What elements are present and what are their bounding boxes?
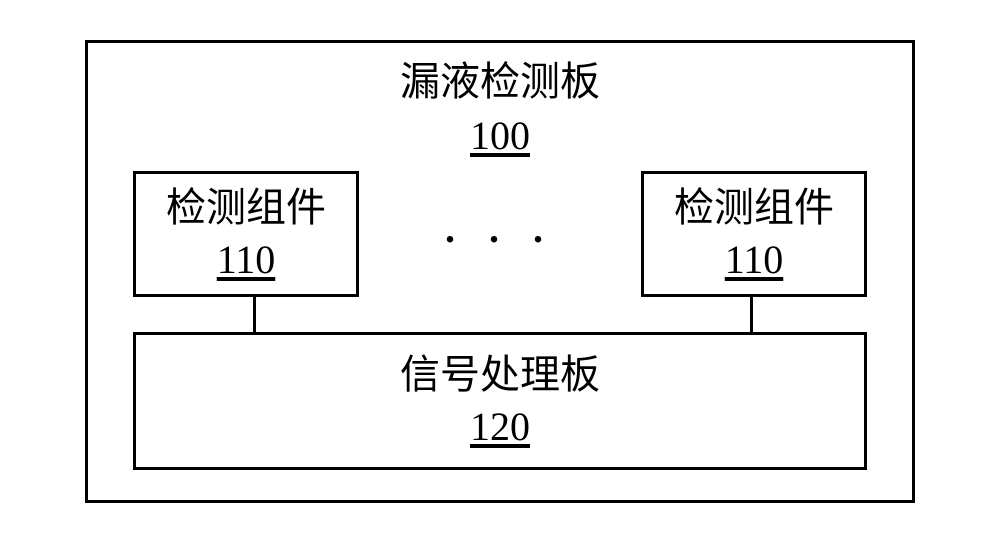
outer-block-ref: 100 bbox=[133, 109, 867, 163]
diagram-container: 漏液检测板 100 检测组件 110 . . . 检测组件 110 信号处理板 … bbox=[85, 40, 915, 503]
leak-detection-board-block: 漏液检测板 100 检测组件 110 . . . 检测组件 110 信号处理板 … bbox=[85, 40, 915, 503]
outer-block-title: 漏液检测板 bbox=[133, 55, 867, 109]
connectors-row bbox=[133, 297, 867, 332]
signal-processing-board-block: 信号处理板 120 bbox=[133, 332, 867, 470]
connector-line-1 bbox=[750, 297, 753, 332]
component-ref-1: 110 bbox=[674, 234, 834, 286]
component-title-0: 检测组件 bbox=[166, 182, 326, 234]
components-row: 检测组件 110 . . . 检测组件 110 bbox=[133, 171, 867, 297]
detection-component-block-0: 检测组件 110 bbox=[133, 171, 359, 297]
signal-block-title: 信号处理板 bbox=[156, 349, 844, 401]
component-ref-0: 110 bbox=[166, 234, 326, 286]
ellipsis-icon: . . . bbox=[359, 205, 641, 262]
connector-line-0 bbox=[253, 297, 256, 332]
outer-block-header: 漏液检测板 100 bbox=[133, 55, 867, 163]
component-title-1: 检测组件 bbox=[674, 182, 834, 234]
signal-block-ref: 120 bbox=[156, 401, 844, 453]
detection-component-block-1: 检测组件 110 bbox=[641, 171, 867, 297]
